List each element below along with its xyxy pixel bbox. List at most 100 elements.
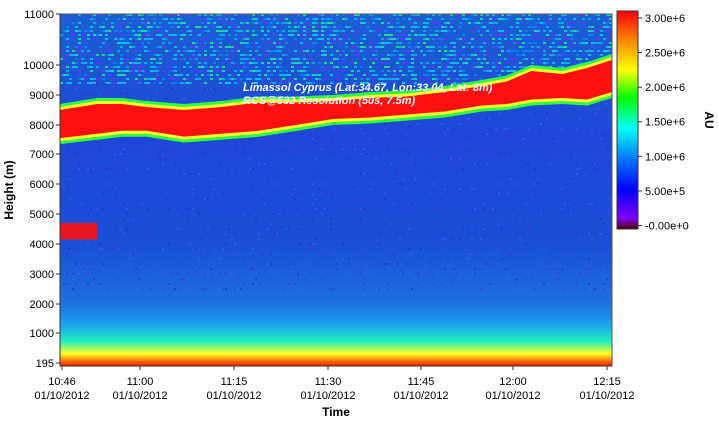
noise-pixel: [162, 14, 165, 16]
noise-pixel: [432, 34, 435, 36]
noise-pixel: [441, 18, 444, 20]
noise-pixel: [273, 243, 275, 245]
noise-pixel: [336, 66, 339, 68]
noise-pixel: [339, 58, 342, 60]
noise-pixel: [255, 278, 257, 280]
noise-pixel: [357, 268, 359, 270]
noise-pixel: [363, 18, 366, 20]
noise-pixel: [315, 238, 317, 240]
noise-pixel: [351, 70, 354, 72]
noise-pixel: [189, 148, 191, 150]
noise-pixel: [210, 66, 213, 68]
noise-pixel: [258, 283, 260, 285]
noise-pixel: [132, 46, 135, 48]
noise-pixel: [324, 14, 327, 16]
noise-pixel: [564, 288, 566, 290]
noise-pixel: [219, 273, 221, 275]
noise-pixel: [174, 26, 177, 28]
noise-pixel: [384, 263, 386, 265]
noise-pixel: [528, 198, 530, 200]
noise-pixel: [306, 66, 309, 68]
noise-pixel: [102, 30, 105, 32]
noise-pixel: [336, 88, 338, 90]
noise-pixel: [264, 248, 266, 250]
noise-pixel: [516, 34, 519, 36]
noise-pixel: [432, 46, 435, 48]
noise-pixel: [498, 18, 501, 20]
noise-pixel: [438, 50, 441, 52]
noise-pixel: [501, 123, 503, 125]
noise-pixel: [426, 74, 429, 76]
noise-pixel: [219, 18, 222, 20]
noise-pixel: [147, 82, 150, 84]
noise-pixel: [267, 38, 270, 40]
noise-pixel: [231, 62, 234, 64]
noise-pixel: [219, 78, 222, 80]
noise-pixel: [198, 213, 200, 215]
heatmap-noise-layer: [60, 14, 612, 290]
noise-pixel: [273, 70, 276, 72]
noise-pixel: [111, 248, 113, 250]
noise-pixel: [183, 46, 186, 48]
noise-pixel: [516, 50, 519, 52]
noise-pixel: [564, 18, 567, 20]
noise-pixel: [474, 163, 476, 165]
noise-pixel: [426, 50, 429, 52]
noise-pixel: [123, 183, 125, 185]
noise-pixel: [273, 82, 276, 84]
noise-pixel: [177, 243, 179, 245]
noise-pixel: [324, 208, 326, 210]
noise-pixel: [465, 143, 467, 145]
noise-pixel: [369, 278, 371, 280]
noise-pixel: [510, 70, 513, 72]
noise-pixel: [225, 288, 227, 290]
noise-pixel: [186, 82, 189, 84]
noise-pixel: [360, 153, 362, 155]
noise-pixel: [402, 50, 405, 52]
noise-pixel: [462, 18, 465, 20]
noise-pixel: [120, 42, 123, 44]
noise-pixel: [594, 243, 596, 245]
noise-pixel: [102, 22, 105, 24]
noise-pixel: [432, 78, 435, 80]
noise-pixel: [207, 30, 210, 32]
noise-pixel: [459, 70, 462, 72]
noise-pixel: [231, 78, 234, 80]
noise-pixel: [519, 288, 521, 290]
noise-pixel: [528, 223, 530, 225]
noise-pixel: [75, 183, 77, 185]
noise-pixel: [309, 283, 311, 285]
noise-pixel: [387, 178, 389, 180]
noise-pixel: [564, 62, 567, 64]
noise-pixel: [510, 253, 512, 255]
noise-pixel: [381, 62, 384, 64]
noise-pixel: [180, 22, 183, 24]
noise-pixel: [192, 54, 195, 56]
noise-pixel: [471, 253, 473, 255]
noise-pixel: [234, 213, 236, 215]
noise-pixel: [237, 30, 240, 32]
noise-pixel: [252, 70, 255, 72]
noise-pixel: [105, 50, 108, 52]
noise-pixel: [171, 70, 174, 72]
noise-pixel: [357, 14, 360, 16]
noise-pixel: [531, 273, 533, 275]
noise-pixel: [309, 82, 312, 84]
noise-pixel: [258, 238, 260, 240]
noise-pixel: [258, 148, 260, 150]
noise-pixel: [516, 26, 519, 28]
noise-pixel: [588, 233, 590, 235]
noise-pixel: [558, 278, 560, 280]
noise-pixel: [522, 66, 525, 68]
noise-pixel: [141, 22, 144, 24]
noise-pixel: [123, 163, 125, 165]
noise-pixel: [387, 78, 390, 80]
noise-pixel: [147, 34, 150, 36]
noise-pixel: [138, 58, 141, 60]
noise-pixel: [135, 38, 138, 40]
noise-pixel: [567, 46, 570, 48]
noise-pixel: [405, 133, 407, 135]
noise-pixel: [135, 268, 137, 270]
noise-pixel: [168, 70, 171, 72]
noise-pixel: [522, 50, 525, 52]
